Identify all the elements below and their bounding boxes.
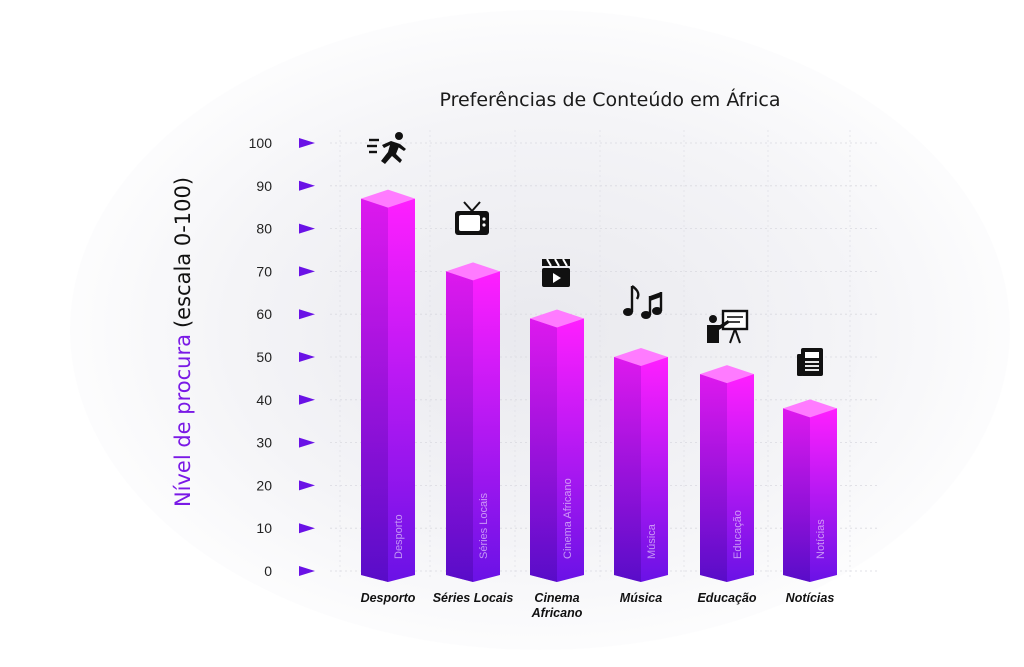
bar-cap xyxy=(446,262,500,281)
y-axis-label: Nível de procura (escala 0-100) xyxy=(171,177,195,507)
newspaper-icon xyxy=(797,348,823,376)
bar-inner-label: Séries Locais xyxy=(478,492,490,559)
bar-6: Notícias xyxy=(783,399,837,582)
y-tick-marker xyxy=(299,437,315,448)
x-category-label: Desporto xyxy=(361,591,416,605)
y-tick-marker xyxy=(299,566,315,576)
y-axis-label-accent: Nível de procura xyxy=(171,334,195,507)
bar-cap xyxy=(614,348,668,366)
bar-5: Educação xyxy=(700,365,754,582)
y-tick-marker xyxy=(299,480,315,491)
bar-cap xyxy=(783,399,837,418)
x-category-label: Séries Locais xyxy=(433,591,514,605)
x-category-label: Educação xyxy=(697,591,756,605)
x-category-label: Música xyxy=(620,591,662,605)
y-tick-marker xyxy=(299,394,315,405)
y-tick-label: 90 xyxy=(256,178,272,194)
clapperboard-icon xyxy=(542,258,570,287)
bar-side xyxy=(446,271,473,582)
x-category-label: Notícias xyxy=(786,591,835,605)
y-axis-ticks: 0 10 20 30 40 50 60 70 80 90 100 xyxy=(249,135,315,579)
running-person-icon xyxy=(367,132,406,164)
y-tick-marker xyxy=(299,309,315,320)
category-labels: Desporto Séries Locais Cinema Africano Músic… xyxy=(361,591,835,620)
x-category-label: Cinema Africano xyxy=(531,591,583,620)
bars: Desporto Séries Locais Cinema Africano Músi… xyxy=(361,189,837,582)
bar-3: Cinema Africano xyxy=(530,309,584,582)
y-tick-marker xyxy=(299,223,315,234)
bar-1: Desporto xyxy=(361,189,415,582)
grid-lines xyxy=(330,130,880,580)
y-axis-label-rest: (escala 0-100) xyxy=(171,177,195,328)
music-notes-icon xyxy=(623,285,663,319)
y-tick-label: 70 xyxy=(256,263,272,279)
bar-2: Séries Locais xyxy=(446,262,500,582)
bar-inner-label: Notícias xyxy=(815,519,827,559)
bar-cap xyxy=(700,365,754,384)
chart-title: Preferências de Conteúdo em África xyxy=(439,88,780,111)
bar-side xyxy=(700,374,727,582)
y-tick-label: 100 xyxy=(249,135,273,151)
bar-side xyxy=(361,198,388,582)
bar-inner-label: Desporto xyxy=(393,514,405,559)
y-tick-label: 50 xyxy=(256,349,272,365)
y-tick-marker xyxy=(299,138,315,148)
y-tick-label: 60 xyxy=(256,306,272,322)
bar-side xyxy=(614,357,641,582)
bar-inner-label: Cinema Africano xyxy=(562,478,574,559)
y-tick-marker xyxy=(299,266,315,277)
bar-side xyxy=(530,318,557,582)
y-tick-label: 40 xyxy=(256,392,272,408)
y-tick-marker xyxy=(299,352,315,362)
y-tick-label: 10 xyxy=(256,520,272,536)
category-icons xyxy=(367,132,823,376)
bar-inner-label: Educação xyxy=(732,510,744,559)
y-tick-label: 20 xyxy=(256,477,272,493)
bar-side xyxy=(783,408,810,582)
tv-icon xyxy=(455,201,489,235)
y-tick-label: 30 xyxy=(256,435,272,451)
teacher-board-icon xyxy=(707,309,749,344)
bar-cap xyxy=(361,189,415,208)
y-tick-label: 80 xyxy=(256,221,272,237)
bar-4: Música xyxy=(614,348,668,582)
y-tick-marker xyxy=(299,180,315,191)
y-tick-label: 0 xyxy=(264,563,272,579)
bar-cap xyxy=(530,309,584,328)
bar-inner-label: Música xyxy=(646,523,658,559)
y-tick-marker xyxy=(299,523,315,534)
